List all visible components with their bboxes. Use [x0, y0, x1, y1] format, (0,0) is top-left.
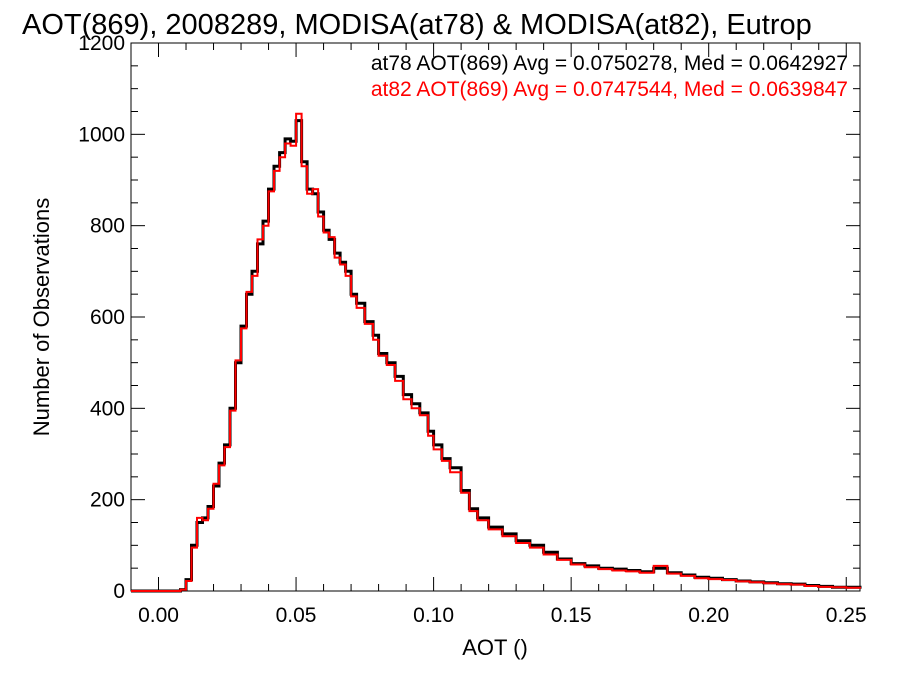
- x-tick-label: 0.25: [826, 604, 867, 627]
- x-tick-label: 0.05: [276, 604, 317, 627]
- x-tick-label: 0.15: [551, 604, 592, 627]
- y-axis-label: Number of Observations: [29, 198, 54, 436]
- y-tick-label: 600: [90, 306, 125, 329]
- x-tick-label: 0.10: [413, 604, 454, 627]
- y-tick-label: 1200: [78, 32, 125, 55]
- legend-entry-at82: at82 AOT(869) Avg = 0.0747544, Med = 0.0…: [371, 78, 848, 101]
- x-tick-label: 0.20: [688, 604, 729, 627]
- x-axis-ticks: 0.00 0.05 0.10 0.15 0.20 0.25: [130, 43, 867, 627]
- legend-entry-at78: at78 AOT(869) Avg = 0.0750278, Med = 0.0…: [371, 52, 848, 75]
- x-tick-label: 0.00: [138, 604, 179, 627]
- series-at82-line: [131, 112, 861, 592]
- chart-title: AOT(869), 2008289, MODISA(at78) & MODISA…: [22, 9, 812, 41]
- y-tick-label: 400: [90, 397, 125, 420]
- y-axis-ticks: 0 200 400 600 800 1000 1200: [78, 32, 860, 603]
- plot-frame: [130, 42, 861, 592]
- y-tick-label: 0: [113, 580, 125, 603]
- x-axis-label: AOT (): [462, 635, 528, 660]
- y-tick-label: 200: [90, 489, 125, 512]
- y-tick-label: 1000: [78, 123, 125, 146]
- histogram-series: [131, 112, 862, 593]
- y-tick-label: 800: [90, 215, 125, 238]
